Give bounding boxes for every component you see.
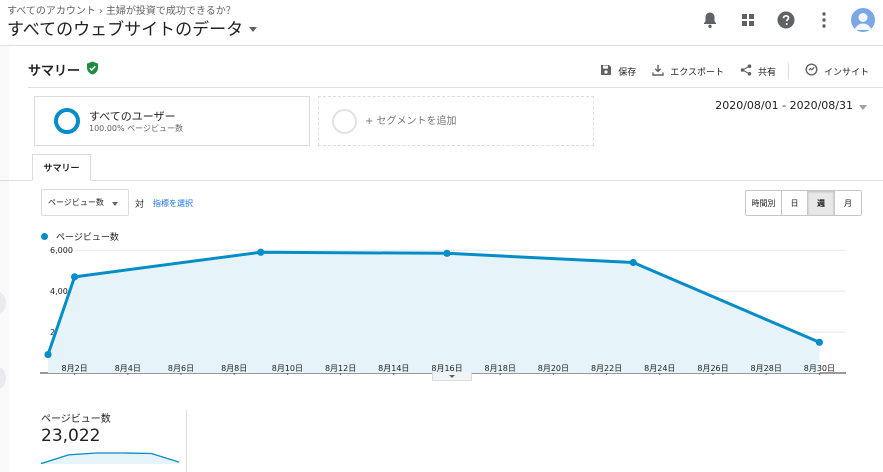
report-title: サマリー (28, 64, 81, 79)
nav-edge-shape (0, 367, 6, 389)
x-tick-label: 8月28日 (751, 364, 782, 373)
insight-icon (805, 63, 818, 79)
add-segment-button[interactable]: + セグメントを追加 (318, 96, 594, 146)
header-icons (699, 8, 875, 32)
series-line (46, 250, 820, 356)
chevron-down-icon (111, 202, 118, 206)
view-selector[interactable]: すべてのウェブサイトのデータ (7, 15, 258, 40)
x-tick-label: 8月18日 (485, 364, 516, 373)
date-range-text: 2020/08/01 - 2020/08/31 (715, 99, 853, 112)
series-area (48, 252, 820, 373)
share-button[interactable]: 共有 (740, 63, 776, 79)
tab-summary[interactable]: サマリー (32, 154, 91, 181)
metric-dropdown-value: ページビュー数 (48, 198, 104, 207)
save-label: 保存 (618, 67, 637, 78)
export-label: エクスポート (670, 67, 724, 78)
chart-collapse-toggle[interactable] (432, 372, 472, 381)
pageviews-chart: 2,0004,0006,0008月2日8月4日8月6日8月8日8月10日8月12… (40, 246, 846, 375)
header-divider (28, 87, 883, 88)
apps-grid-icon[interactable] (737, 9, 759, 31)
segment-all-users[interactable]: すべてのユーザー 100.00% ページビュー数 (34, 96, 310, 146)
share-label: 共有 (757, 67, 776, 78)
chevron-down-icon (859, 104, 867, 110)
insight-button[interactable]: インサイト (805, 63, 869, 79)
chevron-down-icon (249, 26, 258, 32)
metric-dropdown[interactable]: ページビュー数 (41, 189, 129, 216)
share-icon (740, 63, 752, 79)
sparkline-line (41, 452, 180, 465)
add-segment-label: + セグメントを追加 (365, 116, 457, 127)
breadcrumb-property[interactable]: 主婦が投資で成功できるか？ (105, 6, 236, 17)
export-button[interactable]: エクスポート (652, 64, 724, 79)
x-tick-label: 8月26日 (697, 364, 728, 373)
x-tick-label: 8月16日 (431, 364, 462, 373)
actions-divider (787, 63, 789, 79)
scorecard-label: ページビュー数 (41, 414, 111, 425)
x-tick-label: 8月14日 (378, 364, 409, 373)
shield-check-icon (86, 60, 99, 79)
data-point (443, 249, 451, 257)
sparkline-area (41, 453, 179, 464)
legend-label: ページビュー数 (56, 233, 119, 243)
breadcrumb-separator: › (98, 6, 103, 17)
export-icon (652, 64, 664, 79)
tab-divider (0, 180, 883, 181)
x-tick-label: 8月24日 (644, 364, 675, 373)
segment-share: 100.00% ページビュー数 (89, 124, 183, 133)
empty-segment-ring-icon (332, 109, 357, 134)
save-button[interactable]: 保存 (600, 64, 636, 79)
x-tick-label: 8月30日 (804, 364, 835, 373)
left-nav-edge (0, 46, 9, 472)
data-point (629, 258, 637, 267)
top-header: すべてのアカウント › 主婦が投資で成功できるか？ すべてのウェブサイトのデータ (0, 0, 883, 46)
y-tick-label: 4,000 (50, 287, 73, 296)
x-tick-label: 8月22日 (591, 364, 622, 373)
granularity-week-button[interactable]: 週 (807, 191, 834, 215)
granularity-toggle: 時間別 日 週 月 (745, 190, 862, 216)
view-title: すべてのウェブサイトのデータ (7, 20, 244, 40)
x-tick-label: 8月10日 (272, 364, 303, 373)
legend-dot (41, 233, 48, 240)
help-icon[interactable] (775, 9, 797, 31)
bell-icon[interactable] (699, 9, 721, 31)
scorecard-value: 23,022 (41, 426, 101, 446)
account-avatar[interactable] (851, 8, 875, 32)
data-point (815, 338, 824, 346)
breadcrumb-account[interactable]: すべてのアカウント (7, 6, 96, 17)
versus-label: 対 (135, 200, 145, 210)
insight-label: インサイト (823, 67, 869, 78)
scorecard-sparkline (41, 452, 180, 465)
y-tick-label: 6,000 (50, 246, 73, 255)
x-tick-label: 8月2日 (62, 364, 88, 373)
date-range-picker[interactable]: 2020/08/01 - 2020/08/31 (715, 99, 867, 112)
granularity-hourly-button[interactable]: 時間別 (746, 191, 781, 215)
report-actions: 保存 エクスポート 共有 インサイト (584, 63, 869, 79)
x-tick-label: 8月20日 (538, 364, 569, 373)
select-metric-link[interactable]: 指標を選択 (153, 199, 193, 208)
report-header: サマリー (28, 60, 99, 79)
x-tick-label: 8月6日 (168, 364, 194, 373)
x-tick-label: 8月12日 (325, 364, 356, 373)
segment-name: すべてのユーザー (89, 110, 176, 123)
granularity-month-button[interactable]: 月 (834, 191, 861, 215)
nav-edge-shape (0, 292, 6, 314)
granularity-day-button[interactable]: 日 (781, 191, 807, 215)
scorecard-divider (186, 410, 187, 472)
breadcrumb[interactable]: すべてのアカウント › 主婦が投資で成功できるか？ (7, 2, 236, 17)
data-point (257, 248, 265, 256)
x-tick-label: 8月4日 (115, 364, 141, 373)
data-point (71, 273, 79, 281)
save-icon (600, 64, 612, 79)
more-vert-icon[interactable] (813, 9, 835, 31)
chevron-down-icon (449, 374, 455, 378)
chart-legend: ページビュー数 (41, 230, 119, 243)
segment-ring-icon (54, 108, 80, 134)
x-tick-label: 8月8日 (221, 364, 247, 373)
data-point (44, 350, 52, 359)
